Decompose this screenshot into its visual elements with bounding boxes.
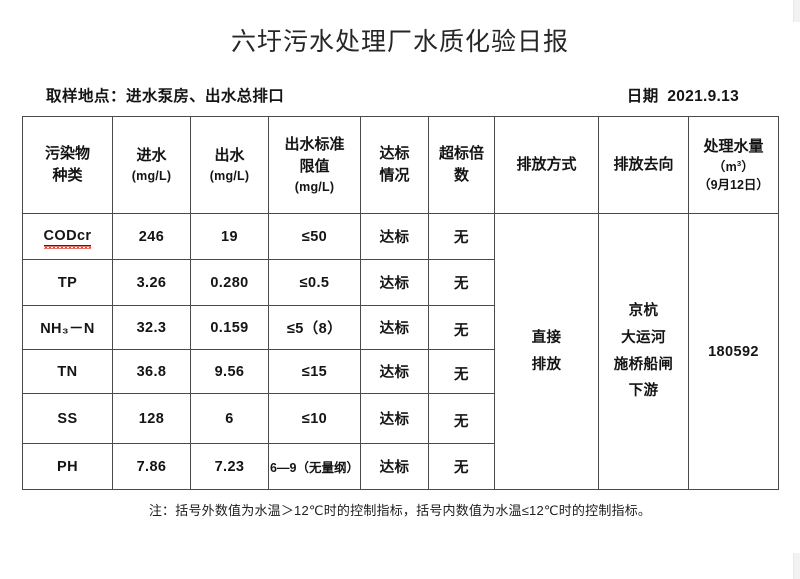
report-date-value: 2021.9.13 — [667, 88, 739, 105]
col-header-treated-volume-line1: 处理水量 — [703, 137, 764, 155]
cell-discharge-destination: 京杭 大运河 施桥船闸 下游 — [598, 213, 689, 490]
cell-exceed-multiple: 无 — [428, 349, 495, 394]
col-header-treated-volume-unit: （m3） — [689, 158, 778, 176]
water-quality-table: 污染物 种类 进水 (mg/L) 出水 (mg/L) 出水标准 限值 (mg/L… — [22, 116, 779, 490]
sampling-location-label: 取样地点： — [46, 88, 127, 105]
table-footnote: 注：括号外数值为水温＞12℃时的控制指标，括号内数值为水温≤12℃时的控制指标。 — [148, 503, 652, 518]
discharge-destination-line: 下游 — [628, 383, 659, 400]
col-header-exceed-line1: 超标倍 — [438, 145, 484, 163]
unit-prefix: （m — [712, 159, 737, 174]
table-row: CODcr 246 19 ≤50 达标 无 直接 排放 京杭 大运河 施桥船闸 … — [22, 213, 779, 490]
cell-standard-limit: 6—9（无量纲） — [268, 443, 361, 490]
cell-effluent: 0.280 — [190, 259, 269, 306]
cell-discharge-method: 直接 排放 — [494, 213, 599, 490]
cell-influent: 3.26 — [112, 259, 191, 306]
cell-exceed-multiple: 无 — [428, 393, 495, 444]
table-header-row: 污染物 种类 进水 (mg/L) 出水 (mg/L) 出水标准 限值 (mg/L… — [22, 116, 779, 214]
cell-exceed-multiple: 无 — [428, 259, 495, 306]
col-header-effluent: 出水 (mg/L) — [190, 116, 269, 214]
cell-pollutant-name: TP — [22, 259, 113, 306]
cell-standard-limit: ≤15 — [268, 349, 361, 394]
cell-influent: 128 — [112, 393, 191, 444]
col-header-discharge-destination-line1: 排放去向 — [613, 156, 674, 174]
col-header-exceed-line2: 数 — [453, 167, 469, 184]
cell-compliance: 达标 — [360, 305, 429, 350]
page-title: 六圩污水处理厂水质化验日报 — [230, 29, 569, 56]
col-header-compliance-line2: 情况 — [379, 167, 410, 184]
cell-compliance: 达标 — [360, 259, 429, 306]
col-header-pollutant-line1: 污染物 — [44, 145, 90, 163]
cell-pollutant-name: SS — [22, 393, 113, 444]
cell-influent: 7.86 — [112, 443, 191, 490]
discharge-destination-line: 施桥船闸 — [613, 356, 674, 373]
report-date: 日期 2021.9.13 — [627, 84, 764, 106]
col-header-discharge-method-line1: 排放方式 — [516, 156, 577, 174]
pollutant-name-spellchecked: CODcr — [43, 227, 92, 249]
col-header-influent-line1: 进水 — [136, 147, 167, 165]
cell-effluent: 7.23 — [190, 443, 269, 490]
discharge-method-line: 直接 — [531, 329, 562, 346]
cell-effluent: 19 — [190, 213, 269, 260]
cell-effluent: 9.56 — [190, 349, 269, 394]
discharge-destination-line: 京杭 — [628, 302, 659, 319]
col-header-standard: 出水标准 限值 (mg/L) — [268, 116, 361, 214]
col-header-standard-unit: (mg/L) — [294, 179, 335, 194]
cell-influent: 36.8 — [112, 349, 191, 394]
cell-pollutant-name: PH — [22, 443, 113, 490]
cell-compliance: 达标 — [360, 443, 429, 490]
col-header-influent-unit: (mg/L) — [131, 168, 172, 183]
col-header-compliance: 达标 情况 — [360, 116, 429, 214]
table-body: CODcr 246 19 ≤50 达标 无 直接 排放 京杭 大运河 施桥船闸 … — [22, 213, 779, 490]
table-row: SS 128 6 ≤10 达标 无 — [22, 393, 779, 444]
col-header-treated-volume: 处理水量 （m3） （9月12日） — [688, 116, 779, 214]
cell-standard-limit: ≤10 — [268, 393, 361, 444]
col-header-compliance-line1: 达标 — [379, 145, 410, 163]
cell-standard-limit: ≤0.5 — [268, 259, 361, 306]
col-header-exceed: 超标倍 数 — [428, 116, 495, 214]
discharge-method-line: 排放 — [531, 356, 562, 373]
cell-exceed-multiple: 无 — [428, 443, 495, 490]
unit-suffix: ） — [741, 159, 755, 174]
table-row: TN 36.8 9.56 ≤15 达标 无 — [22, 349, 779, 394]
cell-compliance: 达标 — [360, 213, 429, 260]
table-row: PH 7.86 7.23 6—9（无量纲） 达标 无 — [22, 443, 779, 490]
cell-pollutant-name: NH₃－N — [22, 305, 113, 350]
cell-exceed-multiple: 无 — [428, 213, 495, 260]
col-header-standard-line1: 出水标准 — [284, 136, 345, 154]
cell-standard-limit: ≤5（8） — [268, 305, 361, 350]
cell-treated-volume: 180592 — [688, 213, 779, 490]
col-header-pollutant-line2: 种类 — [52, 167, 83, 184]
sampling-location: 取样地点：进水泵房、出水总排口 — [46, 84, 284, 106]
col-header-effluent-line1: 出水 — [214, 147, 245, 165]
discharge-destination-line: 大运河 — [621, 329, 666, 346]
cell-compliance: 达标 — [360, 393, 429, 444]
cell-standard-limit: ≤50 — [268, 213, 361, 260]
report-date-label: 日期 — [626, 88, 659, 105]
report-table-wrapper: 污染物 种类 进水 (mg/L) 出水 (mg/L) 出水标准 限值 (mg/L… — [22, 116, 779, 490]
cell-exceed-multiple: 无 — [428, 305, 495, 350]
col-header-discharge-destination: 排放去向 — [598, 116, 689, 214]
document-meta-row: 取样地点：进水泵房、出水总排口 日期 2021.9.13 — [46, 84, 764, 106]
col-header-discharge-method: 排放方式 — [494, 116, 599, 214]
cell-effluent: 0.159 — [190, 305, 269, 350]
col-header-influent: 进水 (mg/L) — [112, 116, 191, 214]
col-header-standard-line2: 限值 — [299, 157, 330, 175]
cell-pollutant-name: TN — [22, 349, 113, 394]
unit-superscript: 3 — [736, 158, 742, 168]
cell-pollutant-name: CODcr — [22, 213, 113, 260]
col-header-treated-volume-line3: （9月12日） — [698, 177, 769, 192]
col-header-pollutant: 污染物 种类 — [22, 116, 113, 214]
cell-effluent: 6 — [190, 393, 269, 444]
cell-compliance: 达标 — [360, 349, 429, 394]
col-header-effluent-unit: (mg/L) — [209, 168, 250, 183]
page-edge-artifact-bottom-right — [793, 553, 800, 579]
cell-influent: 32.3 — [112, 305, 191, 350]
cell-influent: 246 — [112, 213, 191, 260]
sampling-location-value: 进水泵房、出水总排口 — [126, 88, 285, 105]
